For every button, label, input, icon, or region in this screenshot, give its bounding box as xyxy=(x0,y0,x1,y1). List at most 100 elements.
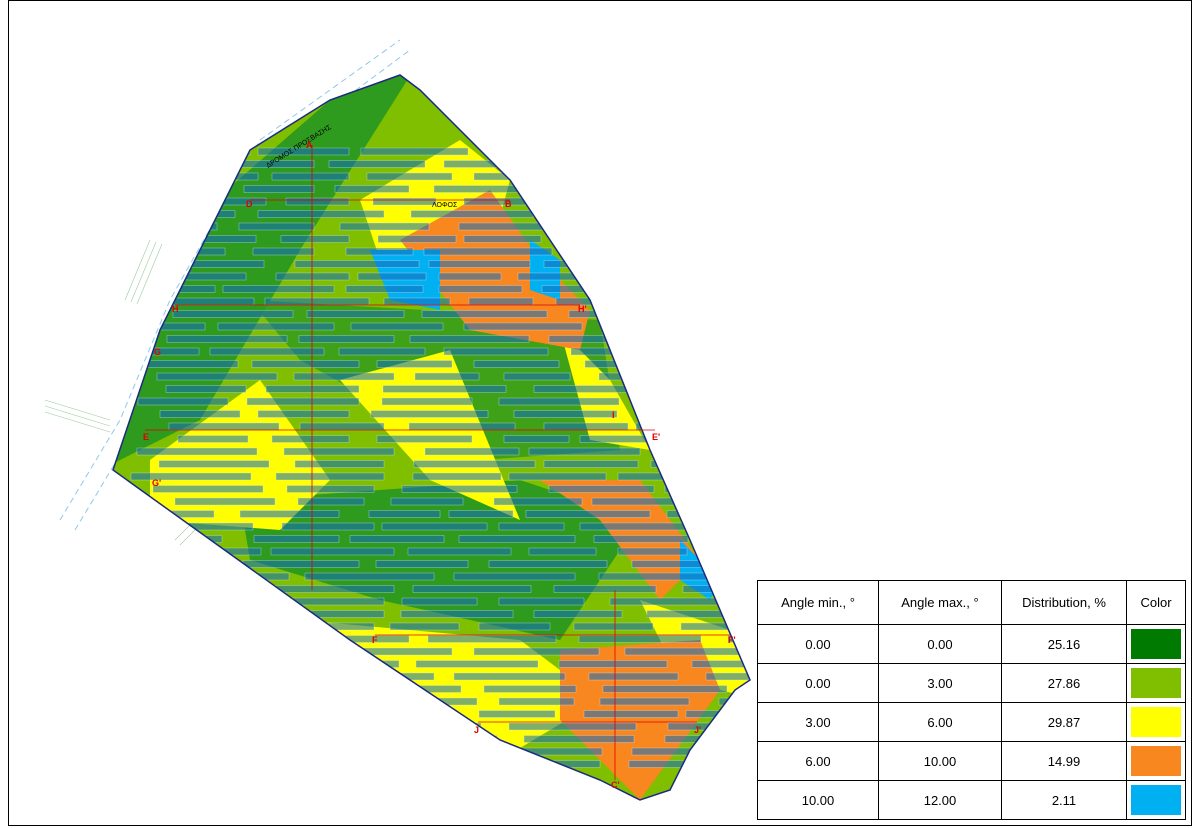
panel-row xyxy=(508,472,607,481)
legend-table: Angle min., ° Angle max., ° Distribution, … xyxy=(757,580,1186,820)
section-label: E xyxy=(143,432,149,442)
panel-row xyxy=(345,247,414,256)
panel-row xyxy=(493,497,583,506)
panel-row xyxy=(129,147,251,156)
panel-row xyxy=(664,285,731,293)
panel-row xyxy=(709,310,750,318)
panel-row xyxy=(650,460,750,468)
panel-row xyxy=(570,347,646,356)
panel-row xyxy=(349,535,445,543)
panel-row xyxy=(213,672,330,681)
panel-row xyxy=(584,360,695,368)
panel-row xyxy=(344,672,435,681)
panel-row xyxy=(488,560,608,568)
panel-row xyxy=(349,710,455,718)
panel-row xyxy=(604,172,685,181)
panel-row xyxy=(407,547,512,556)
panel-row xyxy=(428,260,531,268)
panel-row xyxy=(488,747,603,756)
panel-row xyxy=(138,347,200,356)
cell: 0.00 xyxy=(878,624,1002,664)
panel-row xyxy=(473,360,560,368)
panel-row xyxy=(257,610,385,618)
panel-row xyxy=(705,672,750,681)
panel-row xyxy=(283,447,395,456)
panel-row xyxy=(558,660,668,668)
panel-row xyxy=(376,735,498,743)
panel-row xyxy=(443,347,549,356)
panel-row xyxy=(141,572,213,581)
panel-row xyxy=(172,597,264,606)
panel-row xyxy=(136,447,258,456)
panel-row xyxy=(662,272,750,281)
panel-row xyxy=(664,735,750,743)
panel-row xyxy=(691,210,750,218)
panel-row xyxy=(253,760,345,768)
panel-row xyxy=(162,735,244,743)
cell: 3.00 xyxy=(878,663,1002,703)
panel-row xyxy=(172,697,254,706)
section-label: A xyxy=(306,140,313,150)
panel-row xyxy=(664,485,730,493)
panel-row xyxy=(169,660,291,668)
panel-row xyxy=(382,685,462,693)
section-lines xyxy=(145,145,730,780)
panel-row xyxy=(513,410,618,418)
panel-row xyxy=(591,497,692,506)
color-cell xyxy=(1126,624,1186,664)
panel-row xyxy=(666,510,750,518)
panel-row xyxy=(734,410,750,418)
panel-row xyxy=(498,697,575,706)
panel-row xyxy=(156,372,278,381)
panel-row xyxy=(328,160,426,168)
color-cell xyxy=(1126,663,1186,703)
panel-row xyxy=(376,435,473,443)
panel-row xyxy=(294,460,385,468)
panel-row xyxy=(160,547,262,556)
slope-zones xyxy=(113,75,750,800)
contours xyxy=(44,239,206,546)
panel-row xyxy=(543,460,639,468)
panel-row xyxy=(562,197,643,206)
panel-row xyxy=(271,435,350,443)
panel-row xyxy=(631,560,737,568)
panel-row xyxy=(251,360,360,368)
panel-row xyxy=(588,672,679,681)
cell: 0.00 xyxy=(757,624,879,664)
panel-row xyxy=(690,260,750,268)
section-label: B xyxy=(505,199,512,209)
panel-row xyxy=(598,572,709,581)
panel-row xyxy=(390,497,464,506)
panel-row xyxy=(427,635,557,643)
section-label: E' xyxy=(652,432,660,442)
panel-row xyxy=(281,522,375,531)
panel-row xyxy=(376,360,453,368)
panel-row xyxy=(357,272,427,281)
panel-row xyxy=(555,297,621,306)
panel-row xyxy=(147,360,239,368)
panel-row xyxy=(141,672,203,681)
panel-row xyxy=(368,510,441,518)
panel-row xyxy=(691,660,750,668)
section-label: H' xyxy=(578,304,587,314)
panel-row xyxy=(453,672,566,681)
panel-row xyxy=(695,222,750,231)
panel-row xyxy=(297,497,365,506)
panel-row xyxy=(293,372,395,381)
panel-row xyxy=(670,185,750,193)
panel-row xyxy=(173,260,265,268)
cell: 12.00 xyxy=(878,780,1002,820)
panel-row xyxy=(255,685,365,693)
panel-row xyxy=(635,422,726,431)
panel-row xyxy=(673,335,744,343)
panel-row xyxy=(350,322,444,331)
panel-row xyxy=(503,372,571,381)
panel-row xyxy=(463,197,532,206)
section-label: I xyxy=(612,410,615,420)
panel-row xyxy=(150,585,252,593)
site-boundary xyxy=(112,74,751,801)
cell: 10.00 xyxy=(878,741,1002,781)
section-label: D xyxy=(246,199,253,209)
panel-row xyxy=(271,172,350,181)
panel-row xyxy=(372,197,437,206)
